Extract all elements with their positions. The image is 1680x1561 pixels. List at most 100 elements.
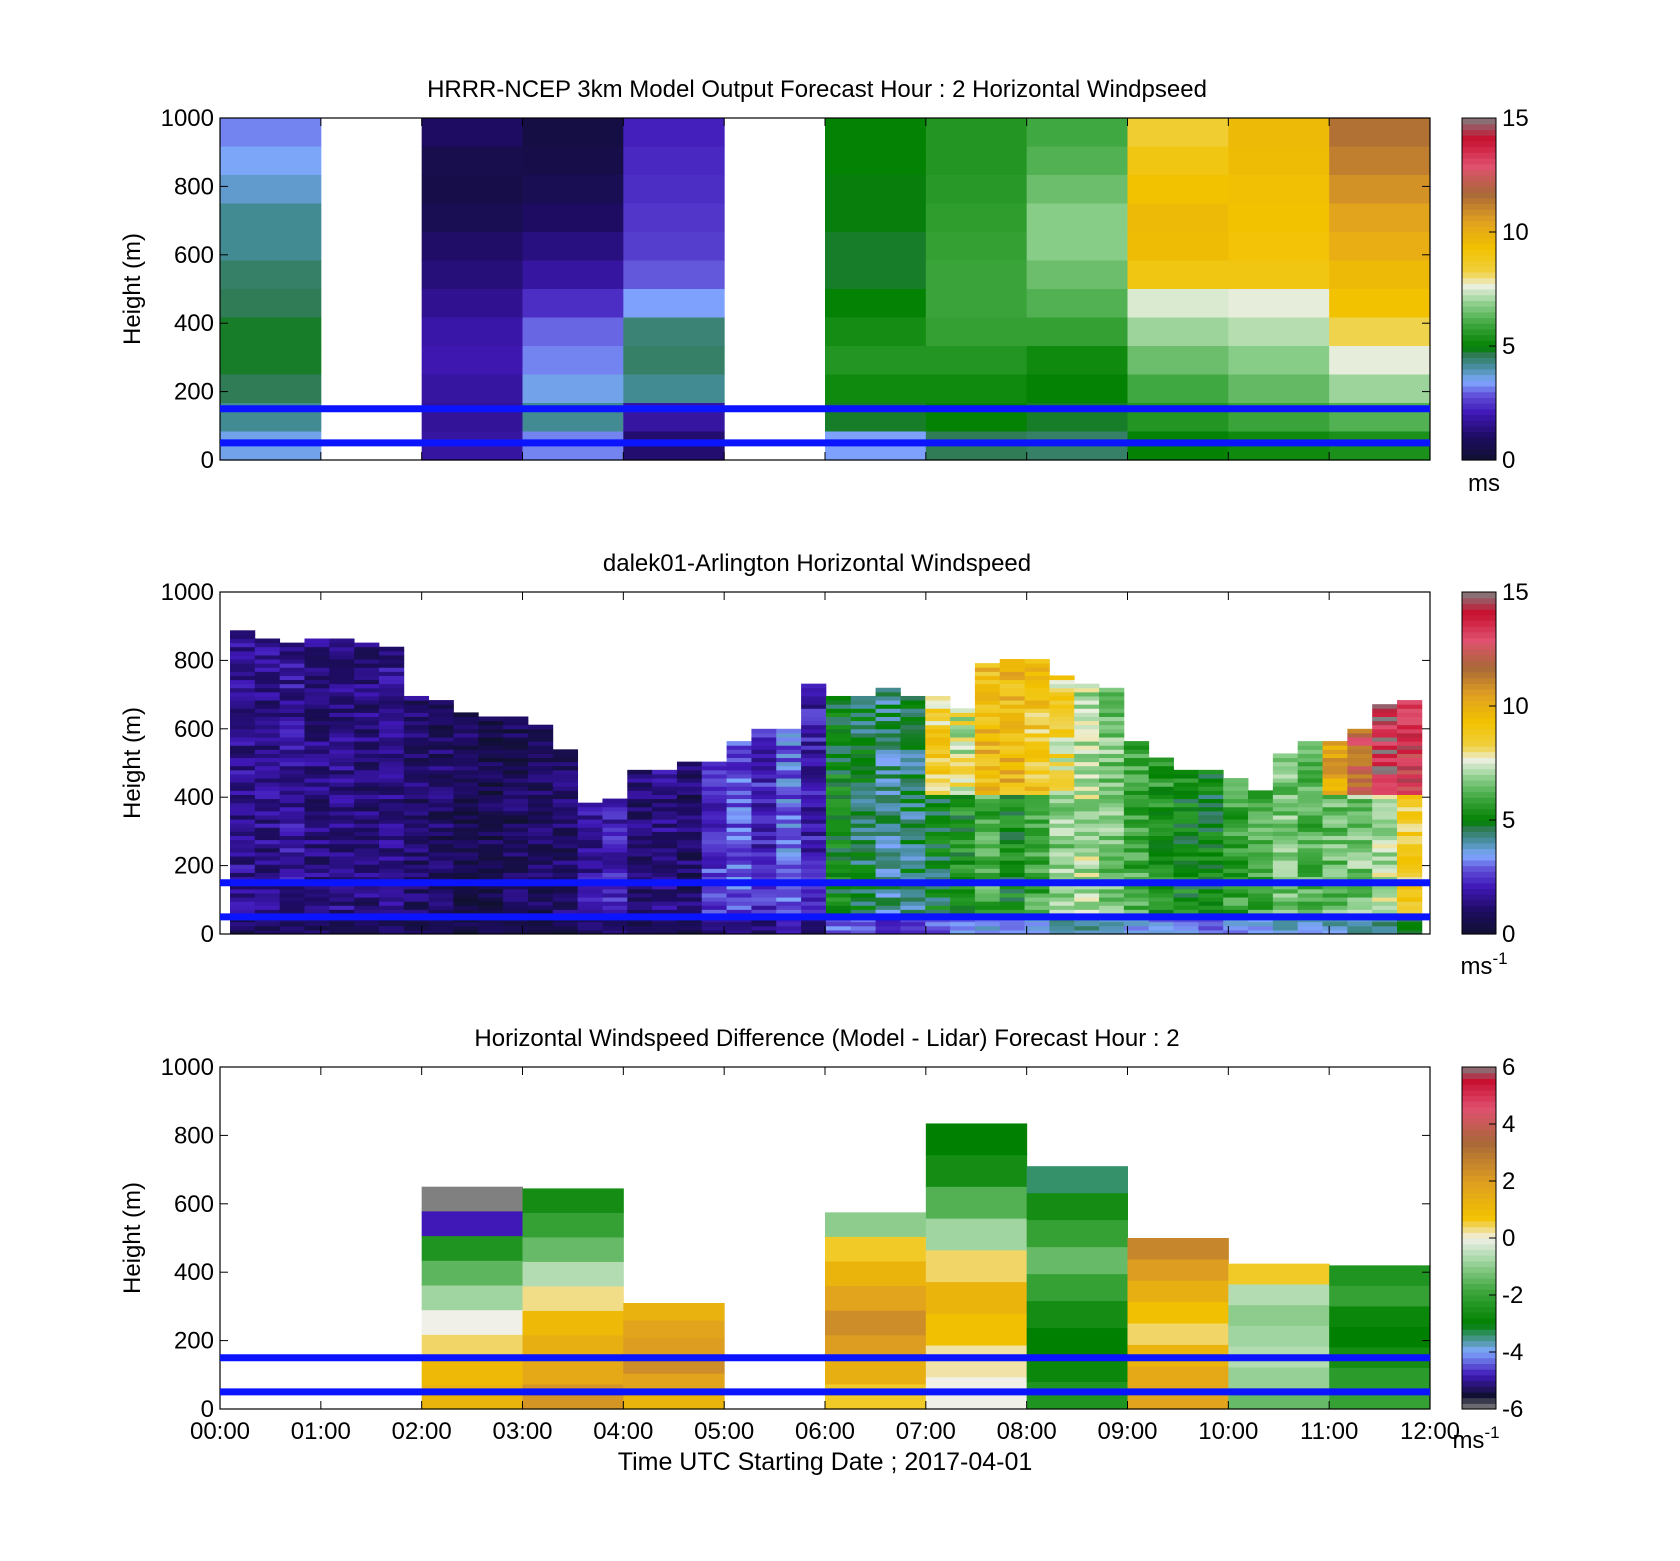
- heatmap-cell: [1297, 814, 1323, 820]
- heatmap-cell: [453, 888, 479, 894]
- heatmap-cell: [652, 897, 678, 902]
- heatmap-cell: [329, 691, 355, 697]
- heatmap-cell: [950, 921, 976, 927]
- heatmap-cell: [1099, 712, 1125, 717]
- heatmap-cell: [403, 819, 430, 824]
- heatmap-cell: [279, 925, 305, 931]
- heatmap-cell: [726, 872, 752, 878]
- heatmap-cell: [1322, 921, 1348, 927]
- colorbar-swatch: [1462, 1391, 1496, 1399]
- heatmap-cell: [1322, 856, 1348, 861]
- y-tick-label: 1000: [161, 1054, 214, 1081]
- colorbar-swatch: [1462, 1272, 1496, 1279]
- heatmap-cell: [950, 925, 976, 931]
- heatmap-cell: [999, 827, 1025, 832]
- heatmap-cell: [503, 856, 529, 861]
- heatmap-cell: [925, 700, 951, 705]
- heatmap-cell: [254, 691, 281, 697]
- heatmap-cell: [676, 925, 703, 931]
- heatmap-cell: [1223, 905, 1249, 910]
- heatmap-cell: [776, 769, 802, 775]
- heatmap-cell: [950, 888, 976, 894]
- x-tick-label: 02:00: [392, 1418, 452, 1445]
- heatmap-cell: [801, 695, 827, 701]
- heatmap-cell: [503, 872, 529, 878]
- heatmap-cell: [304, 732, 330, 738]
- heatmap-cell: [925, 814, 951, 820]
- heatmap-cell: [527, 876, 554, 882]
- heatmap-cell: [701, 839, 728, 845]
- heatmap-cell: [1099, 737, 1125, 742]
- heatmap-cell: [329, 819, 355, 824]
- heatmap-cell: [751, 835, 777, 841]
- heatmap-cell: [421, 346, 523, 376]
- heatmap-cell: [1248, 868, 1274, 873]
- colorbar-swatch: [1462, 677, 1496, 684]
- heatmap-cell: [801, 901, 827, 906]
- heatmap-cell: [602, 847, 628, 853]
- heatmap-cell: [627, 876, 653, 882]
- heatmap-cell: [1372, 897, 1398, 902]
- heatmap-cell: [230, 798, 256, 804]
- heatmap-cell: [974, 835, 1001, 841]
- heatmap-cell: [503, 749, 529, 754]
- heatmap-cell: [900, 778, 926, 783]
- heatmap-cell: [950, 728, 976, 734]
- heatmap-cell: [1347, 872, 1373, 878]
- heatmap-cell: [825, 761, 852, 767]
- heatmap-cell: [403, 732, 430, 738]
- heatmap-cell: [453, 925, 479, 931]
- heatmap-cell: [1026, 260, 1128, 290]
- heatmap-cell: [378, 691, 405, 697]
- heatmap-cell: [1297, 819, 1323, 824]
- heatmap-cell: [875, 823, 901, 828]
- colorbar-swatch: [1462, 163, 1496, 170]
- heatmap-cell: [1123, 851, 1150, 857]
- heatmap-cell: [974, 675, 1001, 681]
- heatmap-cell: [1148, 802, 1174, 808]
- heatmap-cell: [1127, 1323, 1229, 1346]
- heatmap-cell: [403, 786, 430, 791]
- heatmap-cell: [627, 868, 653, 873]
- heatmap-cell: [329, 823, 355, 828]
- heatmap-cell: [1248, 884, 1274, 890]
- heatmap-cell: [428, 901, 454, 906]
- heatmap-cell: [354, 724, 380, 730]
- heatmap-cell: [354, 847, 380, 853]
- heatmap-cell: [503, 806, 529, 812]
- heatmap-cell: [974, 724, 1001, 730]
- heatmap-cell: [1397, 831, 1423, 837]
- heatmap-cell: [478, 892, 504, 898]
- heatmap-cell: [428, 712, 454, 717]
- heatmap-cell: [1347, 757, 1373, 763]
- heatmap-cell: [1074, 847, 1100, 853]
- heatmap-cell: [1322, 843, 1348, 849]
- heatmap-cell: [329, 921, 355, 927]
- heatmap-cell: [751, 876, 777, 882]
- heatmap-cell: [602, 925, 628, 931]
- heatmap-cell: [329, 827, 355, 832]
- heatmap-cell: [1397, 782, 1423, 787]
- heatmap-cell: [701, 860, 728, 865]
- heatmap-cell: [1198, 929, 1224, 935]
- heatmap-cell: [801, 835, 827, 841]
- heatmap-cell: [999, 856, 1025, 861]
- heatmap-cell: [925, 761, 951, 767]
- heatmap-cell: [602, 905, 628, 910]
- heatmap-cell: [751, 909, 777, 914]
- heatmap-cell: [1198, 921, 1224, 927]
- heatmap-cell: [230, 839, 256, 845]
- heatmap-cell: [1272, 876, 1299, 882]
- heatmap-cell: [1099, 814, 1125, 820]
- heatmap-cell: [254, 753, 281, 759]
- heatmap-cell: [1297, 827, 1323, 832]
- heatmap-cell: [1024, 876, 1050, 882]
- heatmap-cell: [254, 757, 281, 763]
- colorbar-swatch: [1462, 1352, 1496, 1359]
- heatmap-cell: [279, 695, 305, 701]
- heatmap-cell: [478, 794, 504, 800]
- heatmap-cell: [1099, 827, 1125, 832]
- colorbar-swatch: [1462, 1283, 1496, 1290]
- heatmap-cell: [974, 782, 1001, 787]
- heatmap-cell: [776, 905, 802, 910]
